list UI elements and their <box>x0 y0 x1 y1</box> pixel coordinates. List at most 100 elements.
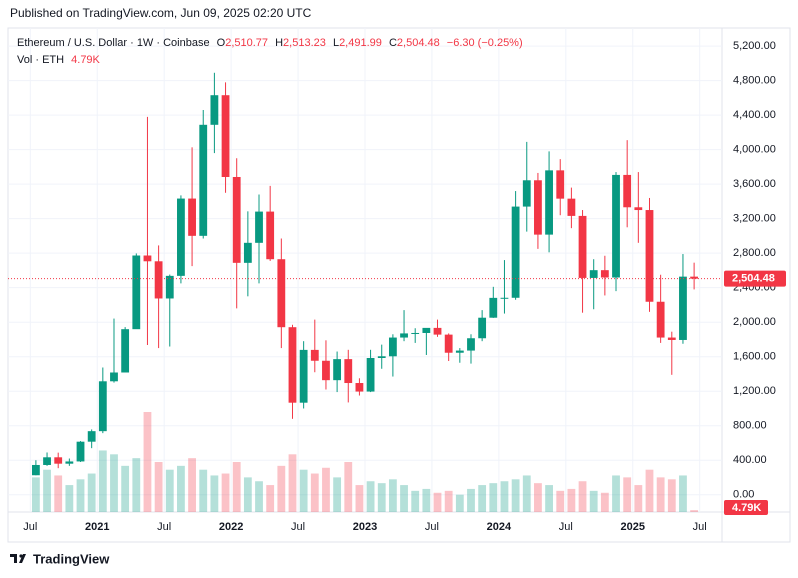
candle-body <box>333 359 342 381</box>
candle-body <box>511 206 520 298</box>
x-tick-label: Jul <box>23 521 37 533</box>
candle-body <box>667 337 676 340</box>
candle-body <box>545 170 553 235</box>
candle-body <box>534 180 542 235</box>
candle-body <box>377 356 386 358</box>
ohlc-value: 2,510.77 <box>225 37 268 49</box>
chart-frame <box>7 27 791 543</box>
volume-bar <box>612 475 620 512</box>
ohlc-change: −6.30 (−0.25%) <box>447 37 523 49</box>
candle-body <box>110 372 118 382</box>
candle-body <box>690 276 699 279</box>
candle-body <box>645 210 654 302</box>
x-tick-label: 2024 <box>487 521 512 533</box>
volume-bar <box>433 492 442 512</box>
candle-body <box>98 381 107 432</box>
ohlc-label: C <box>389 37 397 49</box>
candle-body <box>589 270 598 278</box>
volume-value: 4.79K <box>71 54 100 66</box>
volume-value-label: 4.79K <box>732 502 761 514</box>
volume-bar <box>310 473 319 512</box>
volume-bar <box>455 494 464 512</box>
candle-body <box>76 441 85 462</box>
candle-body <box>444 334 453 353</box>
x-tick-label: 2025 <box>621 521 645 533</box>
candle-body <box>600 270 609 278</box>
volume-bar <box>322 467 330 512</box>
volume-bar <box>177 465 185 512</box>
candle-body <box>121 329 130 373</box>
candle-body <box>567 198 576 216</box>
candle-body <box>467 338 475 351</box>
ohlc-value: 2,504.48 <box>397 37 440 49</box>
volume-bar <box>333 477 342 512</box>
volume-bar <box>31 477 40 512</box>
y-tick-label: 3,600.00 <box>733 178 776 190</box>
candle-body <box>310 349 319 361</box>
volume-bar <box>667 479 676 512</box>
candle-body <box>143 255 152 262</box>
volume-bar <box>444 490 453 512</box>
volume-bar <box>400 485 408 512</box>
candle-body <box>87 431 96 442</box>
volume-bar <box>522 475 531 512</box>
candle-body <box>288 327 297 403</box>
volume-bar <box>545 485 553 512</box>
volume-bar <box>277 465 286 512</box>
candle-body <box>165 275 174 299</box>
candle-body <box>556 170 565 199</box>
candle-body <box>188 198 196 236</box>
candle-body <box>422 327 431 333</box>
volume-bar <box>65 485 74 512</box>
candles <box>31 72 699 476</box>
candle-body <box>411 332 420 334</box>
ohlc-value: 2,491.99 <box>339 37 382 49</box>
y-tick-label: 2,000.00 <box>733 316 776 328</box>
volume-bar <box>567 488 576 512</box>
x-tick-label: Jul <box>425 521 439 533</box>
candle-body <box>433 327 442 335</box>
candle-body <box>266 211 275 260</box>
volume-bar <box>188 458 196 512</box>
volume-bar <box>645 469 654 512</box>
candle-body <box>388 337 397 357</box>
candle-body <box>65 461 74 464</box>
volume-bar <box>489 483 498 512</box>
volume-bar <box>467 488 475 512</box>
volume-bar <box>690 510 699 512</box>
volume-bar <box>266 485 275 512</box>
volume-bar <box>98 450 107 512</box>
candle-body <box>612 174 620 278</box>
published-note: Published on TradingView.com, Jun 09, 20… <box>10 6 312 20</box>
volume-bar <box>288 454 297 512</box>
volume-bar <box>600 492 609 512</box>
candle-body <box>366 358 375 392</box>
symbol-title: Ethereum / U.S. Dollar · 1W · Coinbase <box>17 37 210 49</box>
volume-bar <box>54 475 63 512</box>
candle-body <box>400 333 408 338</box>
candle-body <box>210 95 219 125</box>
last-price-label: 2,504.48 <box>732 273 775 285</box>
volume-bar <box>589 490 598 512</box>
volume-bar <box>255 481 263 512</box>
x-tick-label: 2021 <box>85 521 109 533</box>
x-tick-label: Jul <box>559 521 573 533</box>
candle-body <box>478 317 487 339</box>
candle-body <box>154 261 163 299</box>
y-tick-label: 1,600.00 <box>733 351 776 363</box>
y-tick-label: 0.00 <box>733 489 754 501</box>
volume-bar <box>43 469 51 512</box>
candle-body <box>177 198 185 276</box>
candle-body <box>578 215 587 278</box>
volume-bar <box>355 485 364 512</box>
logo-dot <box>19 554 23 558</box>
x-tick-label: 2022 <box>219 521 243 533</box>
y-tick-label: 800.00 <box>733 420 767 432</box>
candle-body <box>455 350 464 353</box>
candle-body <box>344 359 353 384</box>
candle-body <box>623 174 632 208</box>
x-tick-label: Jul <box>291 521 305 533</box>
volume-bar <box>154 462 163 512</box>
volume-bar <box>87 473 96 512</box>
brand-name: TradingView <box>33 551 110 566</box>
